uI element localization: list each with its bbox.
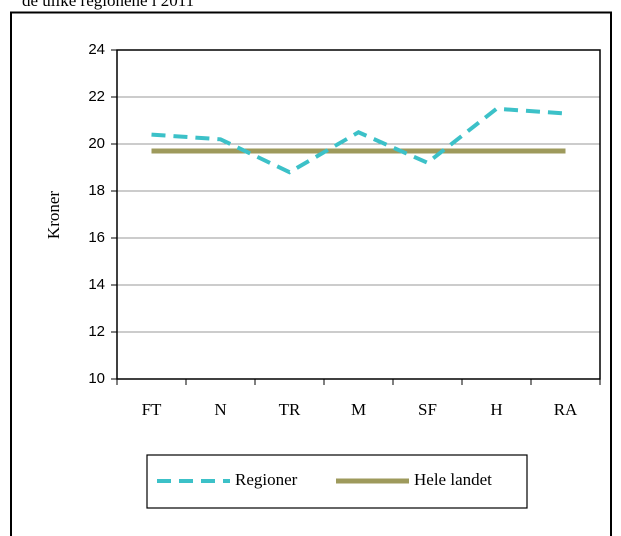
chart-title: de ulike regionene i 2011 [22,0,194,10]
x-tick-label: M [351,400,366,419]
y-tick-label: 10 [88,370,105,387]
x-tick-label: RA [554,400,578,419]
legend-label: Regioner [235,470,298,489]
plot-border [116,49,601,380]
y-tick-label: 18 [88,182,105,199]
x-tick-label: N [214,400,226,419]
x-tick-label: H [490,400,502,419]
x-tick-label: FT [142,400,162,419]
x-tick-label: SF [418,400,437,419]
y-axis-label: Kroner [44,191,63,239]
y-tick-label: 16 [88,229,105,246]
y-tick-label: 12 [88,323,105,340]
y-tick-label: 22 [88,88,105,105]
y-tick-label: 24 [88,41,105,58]
series-line [151,106,566,175]
y-tick-label: 20 [88,135,105,152]
x-tick-label: TR [279,400,301,419]
chart-frame [10,11,612,536]
y-tick-label: 14 [88,276,105,293]
legend-label: Hele landet [414,470,492,489]
legend-box [146,454,528,509]
